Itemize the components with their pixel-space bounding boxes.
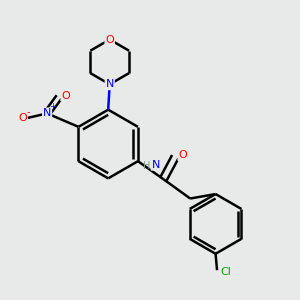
Text: O: O (18, 113, 27, 123)
Text: N: N (106, 79, 114, 89)
Text: Cl: Cl (220, 267, 231, 277)
Text: N: N (43, 108, 51, 118)
Text: H: H (143, 161, 150, 171)
Text: O: O (61, 91, 70, 100)
Text: O: O (178, 150, 187, 160)
Text: N: N (152, 160, 160, 170)
Text: +: + (49, 102, 56, 111)
Text: -: - (26, 107, 30, 117)
Text: O: O (105, 34, 114, 44)
